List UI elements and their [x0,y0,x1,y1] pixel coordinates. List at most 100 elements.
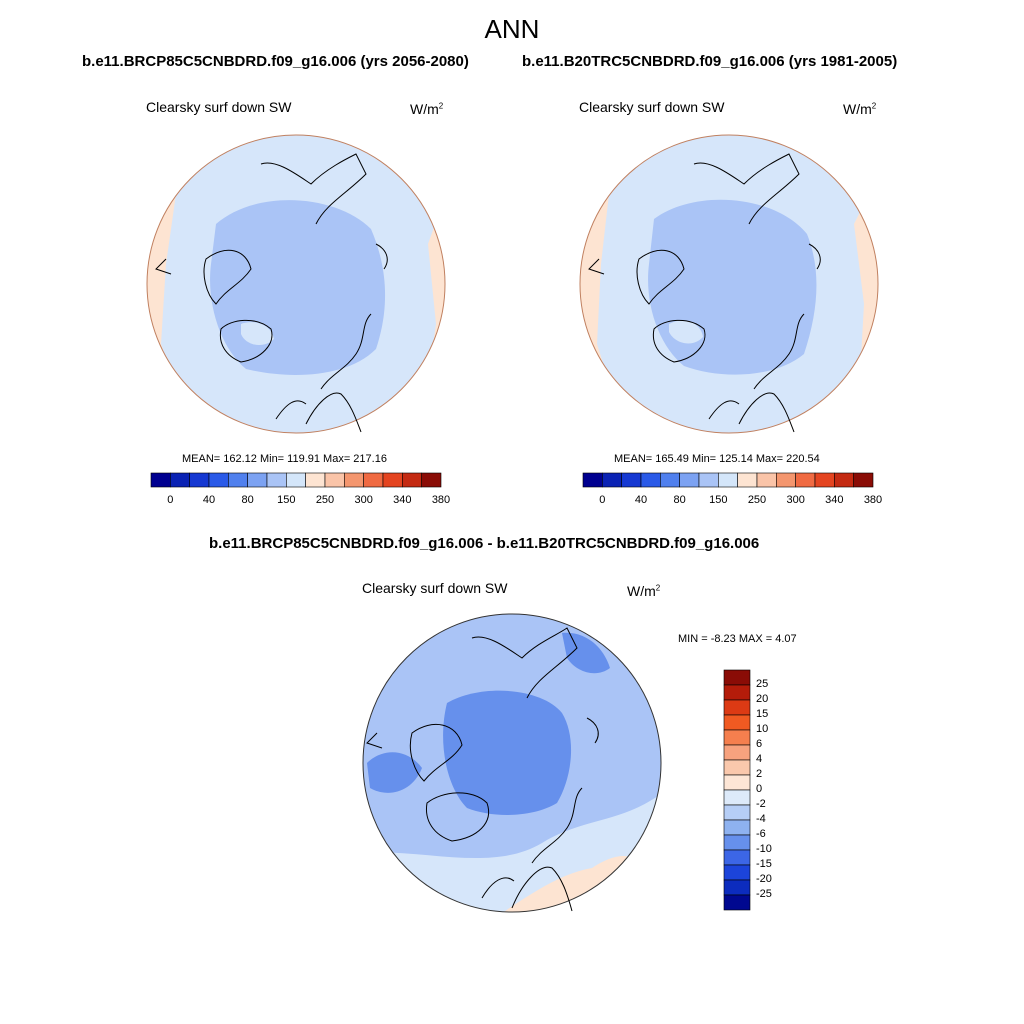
diff-colorbar-tick-label: 20 [756,693,769,705]
diff-colorbar-swatch-13 [723,864,751,881]
panel-2-colorbar-swatch-6 [698,472,719,488]
diff-colorbar-tick-label: 25 [756,678,769,690]
panel-2-map-rim [579,134,879,434]
panel-1-colorbar-ticks: 0 40 80 150 250 300 340 380 [151,494,450,508]
panel-2-colorbar-swatch-2 [621,472,642,488]
diff-colorbar [723,669,751,911]
diff-strong-decrease-arctic [443,690,572,815]
panel-2-units-exp: 2 [871,101,877,111]
panel-1-colorbar-swatch-14 [421,472,442,488]
panel-2-colorbar-tick-label: 40 [634,494,648,506]
panel-1-colorbar [150,472,442,488]
panel-1-units: W/m2 [410,101,443,117]
diff-colorbar-tick-label: 10 [756,723,769,735]
diff-units-exp: 2 [655,583,661,593]
diff-colorbar-tick-label: 6 [756,738,763,750]
diff-colorbar-swatch-10 [723,819,751,836]
diff-colorbar-tick-label: -20 [756,873,772,885]
panel-1-coastlines [155,153,388,433]
panel-2-colorbar-tick-label: 0 [599,494,606,506]
panel-2-coastlines [588,153,821,433]
diff-panel-title: b.e11.BRCP85C5CNBDRD.f09_g16.006 - b.e11… [209,535,760,552]
panel-2-colorbar-swatch-7 [718,472,738,488]
panel-2-colorbar-swatch-10 [776,472,796,488]
panel-2-variable-label: Clearsky surf down SW [579,99,725,115]
panel-2-stats: MEAN= 165.49 Min= 125.14 Max= 220.54 [614,453,820,465]
diff-colorbar-tick-label: -4 [756,813,766,825]
panel-1-case-title: b.e11.BRCP85C5CNBDRD.f09_g16.006 (yrs 20… [82,53,469,70]
diff-colorbar-ticks: 25 20 15 10 6 4 2 0 -2 -4 -6 -10 -15 -20 -25 [756,670,796,910]
diff-colorbar-tick-label: -25 [756,888,772,900]
panel-2-colorbar-swatch-0 [582,472,603,488]
panel-1-colorbar-swatch-6 [266,472,287,488]
panel-1-variable-label: Clearsky surf down SW [146,99,292,115]
diff-colorbar-swatch-6 [723,759,751,776]
diff-colorbar-tick-label: 15 [756,708,769,720]
panel-1-colorbar-swatch-2 [189,472,210,488]
panel-1-stats: MEAN= 162.12 Min= 119.91 Max= 217.16 [182,453,387,465]
panel-2-colorbar-swatch-4 [660,472,680,488]
diff-colorbar-swatch-8 [723,789,751,806]
panel-2-polar-region [648,199,817,375]
panel-2-colorbar-swatch-9 [756,472,777,488]
panel-2-map [579,134,879,434]
panel-2-colorbar-swatch-3 [640,472,661,488]
diff-colorbar-tick-label: -15 [756,858,772,870]
diff-colorbar-tick-label: -10 [756,843,772,855]
diff-colorbar-tick-label: -6 [756,828,766,840]
diff-minmax: MIN = -8.23 MAX = 4.07 [678,633,797,645]
panel-1-colorbar-tick-label: 80 [241,494,254,506]
panel-1-units-base: W/m [410,101,439,117]
diff-colorbar-swatch-15 [723,894,751,911]
diff-colorbar-tick-label: 2 [756,768,763,780]
panel-1-colorbar-swatch-13 [402,472,422,488]
panel-2-colorbar-tick-label: 380 [863,494,883,506]
diff-strong-decrease-west [367,752,422,793]
diff-colorbar-swatch-1 [723,684,751,701]
diff-colorbar-swatch-9 [723,804,751,821]
panel-2-colorbar-tick-label: 250 [747,494,767,506]
diff-units-base: W/m [627,583,656,599]
diff-colorbar-swatch-7 [723,774,751,791]
panel-1-colorbar-tick-label: 300 [354,494,373,506]
diff-map-rim [362,613,662,913]
diff-colorbar-tick-label: 0 [756,783,763,795]
panel-1-colorbar-swatch-7 [286,472,306,488]
panel-2-units-base: W/m [843,101,872,117]
panel-2-colorbar-ticks: 0 40 80 150 250 300 340 380 [583,494,882,508]
panel-1-colorbar-swatch-0 [150,472,171,488]
panel-1-colorbar-swatch-9 [324,472,345,488]
diff-colorbar-tick-label: -2 [756,798,766,810]
panel-2-colorbar-swatch-8 [737,472,758,488]
panel-2-greenland-patch [669,320,703,344]
main-title: ANN [484,14,540,44]
diff-colorbar-tick-label: 4 [756,753,763,765]
diff-colorbar-swatch-14 [723,879,751,896]
panel-1-units-exp: 2 [438,101,444,111]
panel-2-colorbar-tick-label: 300 [786,494,805,506]
panel-2-colorbar [582,472,874,488]
panel-1-colorbar-tick-label: 250 [315,494,335,506]
panel-2-colorbar-tick-label: 80 [673,494,686,506]
panel-2-colorbar-tick-label: 150 [709,494,728,506]
panel-1-colorbar-tick-label: 380 [431,494,451,506]
panel-2-colorbar-swatch-14 [853,472,874,488]
panel-2-colorbar-swatch-1 [602,472,622,488]
diff-colorbar-swatch-5 [723,744,751,761]
panel-1-colorbar-swatch-4 [228,472,248,488]
panel-1-colorbar-swatch-3 [208,472,229,488]
panel-1-colorbar-swatch-8 [305,472,326,488]
panel-1-colorbar-swatch-11 [363,472,384,488]
panel-1-colorbar-swatch-5 [247,472,268,488]
panel-1-colorbar-tick-label: 40 [202,494,216,506]
panel-2-colorbar-swatch-11 [795,472,816,488]
panel-1-colorbar-swatch-12 [382,472,403,488]
diff-colorbar-swatch-4 [723,729,751,746]
diff-map [362,613,662,913]
panel-2-colorbar-swatch-5 [679,472,700,488]
diff-colorbar-swatch-0 [723,669,751,686]
panel-2-colorbar-tick-label: 340 [825,494,844,506]
panel-1-greenland-patch [241,322,274,346]
panel-2-colorbar-swatch-13 [834,472,854,488]
diff-colorbar-swatch-3 [723,714,751,731]
